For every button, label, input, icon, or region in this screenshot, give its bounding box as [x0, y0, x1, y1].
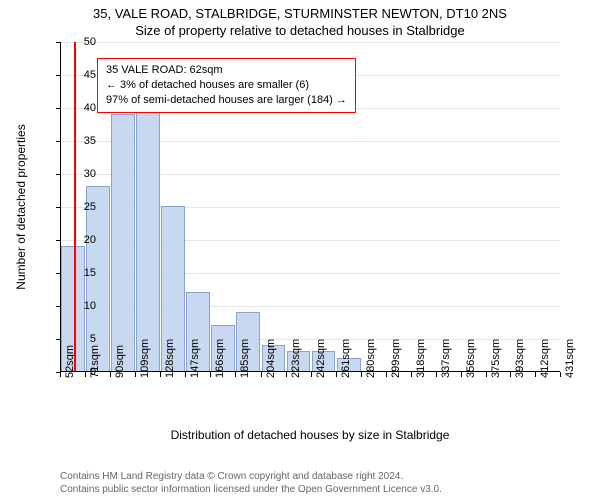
histogram-bar [111, 114, 135, 371]
annotation-line2: ← 3% of detached houses are smaller (6) [106, 78, 347, 93]
xtick-mark [411, 372, 412, 377]
chart-title-block: 35, VALE ROAD, STALBRIDGE, STURMINSTER N… [0, 0, 600, 38]
xtick-mark [60, 372, 61, 377]
xtick-label: 356sqm [465, 339, 477, 378]
xtick-label: 318sqm [415, 339, 427, 378]
xtick-label: 52sqm [64, 345, 76, 378]
annotation-box: 35 VALE ROAD: 62sqm ← 3% of detached hou… [97, 58, 356, 113]
xtick-label: 261sqm [340, 339, 352, 378]
xtick-mark [185, 372, 186, 377]
xtick-mark [286, 372, 287, 377]
xtick-mark [535, 372, 536, 377]
xtick-mark [436, 372, 437, 377]
xtick-label: 147sqm [189, 339, 201, 378]
ytick-label: 5 [56, 333, 96, 345]
xtick-mark [560, 372, 561, 377]
annotation-line3: 97% of semi-detached houses are larger (… [106, 93, 347, 108]
xtick-mark [235, 372, 236, 377]
chart-title-line1: 35, VALE ROAD, STALBRIDGE, STURMINSTER N… [0, 6, 600, 21]
xtick-mark [85, 372, 86, 377]
y-axis-label: Number of detached properties [14, 124, 28, 289]
xtick-mark [386, 372, 387, 377]
xtick-label: 242sqm [315, 339, 327, 378]
histogram-bar [136, 107, 160, 371]
ytick-label: 20 [56, 234, 96, 246]
ytick-label: 25 [56, 201, 96, 213]
plot-area: 35 VALE ROAD: 62sqm ← 3% of detached hou… [60, 42, 560, 372]
xtick-mark [160, 372, 161, 377]
xtick-label: 204sqm [265, 339, 277, 378]
chart-container: Number of detached properties 35 VALE RO… [0, 42, 600, 442]
xtick-mark [110, 372, 111, 377]
footer-line1: Contains HM Land Registry data © Crown c… [60, 470, 442, 483]
xtick-label: 109sqm [139, 339, 151, 378]
xtick-mark [336, 372, 337, 377]
xtick-mark [311, 372, 312, 377]
xtick-mark [461, 372, 462, 377]
ytick-label: 45 [56, 69, 96, 81]
xtick-mark [210, 372, 211, 377]
xtick-label: 375sqm [490, 339, 502, 378]
xtick-mark [261, 372, 262, 377]
x-axis-label: Distribution of detached houses by size … [60, 428, 560, 442]
xtick-mark [361, 372, 362, 377]
xtick-mark [510, 372, 511, 377]
xtick-label: 393sqm [514, 339, 526, 378]
annotation-line1: 35 VALE ROAD: 62sqm [106, 63, 347, 78]
ytick-label: 50 [56, 36, 96, 48]
gridline-h [61, 42, 560, 43]
xtick-label: 128sqm [164, 339, 176, 378]
ytick-label: 30 [56, 168, 96, 180]
ytick-label: 35 [56, 135, 96, 147]
footer-line2: Contains public sector information licen… [60, 483, 442, 496]
footer-attribution: Contains HM Land Registry data © Crown c… [60, 470, 442, 496]
ytick-label: 10 [56, 300, 96, 312]
xtick-label: 337sqm [440, 339, 452, 378]
xtick-mark [135, 372, 136, 377]
xtick-label: 90sqm [114, 345, 126, 378]
ytick-label: 40 [56, 102, 96, 114]
xtick-label: 280sqm [365, 339, 377, 378]
xtick-label: 431sqm [564, 339, 576, 378]
ytick-label: 15 [56, 267, 96, 279]
xtick-label: 185sqm [239, 339, 251, 378]
xtick-label: 299sqm [390, 339, 402, 378]
xtick-label: 166sqm [214, 339, 226, 378]
xtick-mark [486, 372, 487, 377]
xtick-label: 223sqm [290, 339, 302, 378]
xtick-label: 71sqm [89, 345, 101, 378]
xtick-label: 412sqm [539, 339, 551, 378]
